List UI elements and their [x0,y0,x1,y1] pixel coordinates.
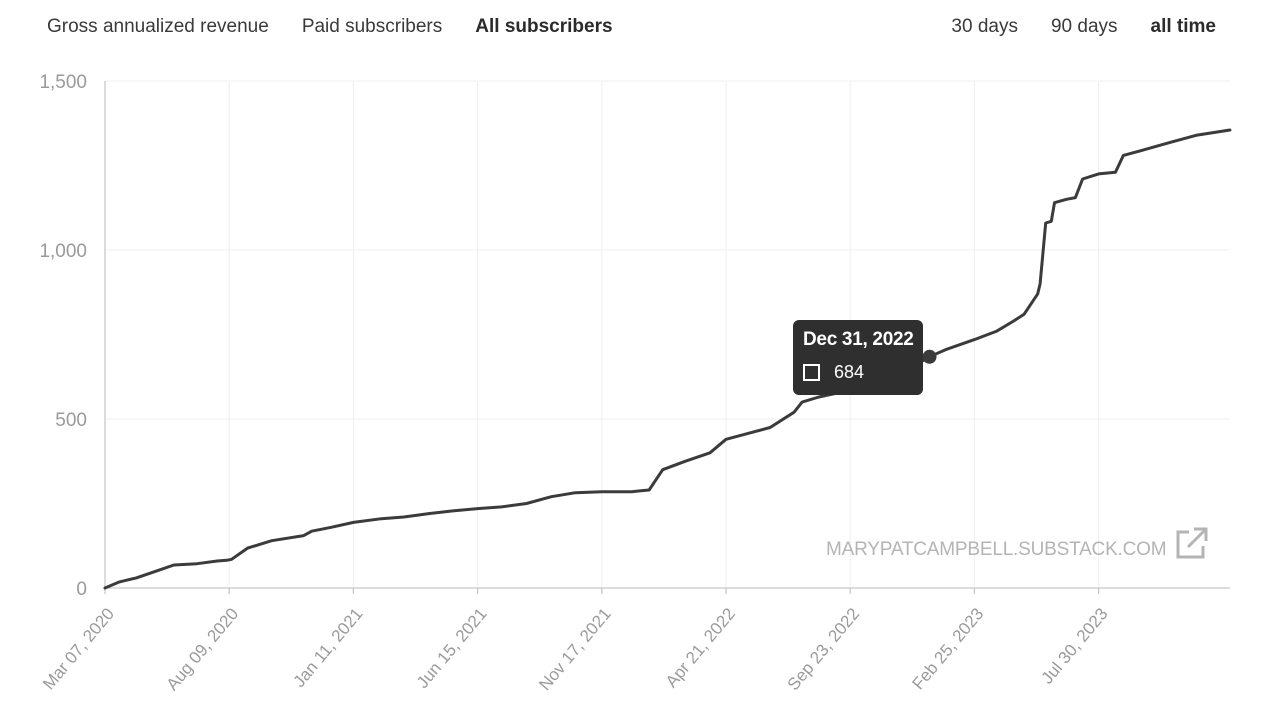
tab-90-days[interactable]: 90 days [1050,16,1118,37]
tab-all-time[interactable]: all time [1150,16,1216,37]
data-tooltip: Dec 31, 2022 684 [793,320,923,395]
external-link-icon[interactable] [1173,526,1209,562]
tab-all-subscribers[interactable]: All subscribers [475,16,613,37]
tab-gross-annualized-revenue[interactable]: Gross annualized revenue [47,16,269,37]
highlighted-point [922,349,937,364]
axes: 0 500 1,000 1,500 Mar 07, 2020 Aug 09, 2020 Ja… [39,72,1230,694]
grid [105,80,1230,588]
x-tick-label: Feb 25, 2023 [908,604,987,693]
marker-layer [922,349,937,364]
metric-tabs: Gross annualized revenue Paid subscriber… [47,14,613,40]
x-tick-label: Sep 23, 2022 [784,604,864,694]
x-tick-label: Apr 21, 2022 [662,604,739,691]
range-tabs: 30 days 90 days all time [951,14,1216,40]
tab-paid-subscribers[interactable]: Paid subscribers [301,16,443,37]
tooltip-series-swatch [803,364,820,381]
series-layer [103,128,1232,590]
x-tick-label: Jul 30, 2023 [1038,604,1112,687]
x-tick-label: Nov 17, 2021 [535,604,615,694]
y-tick-label: 1,500 [39,72,87,93]
x-tick-label: Mar 07, 2020 [39,604,118,693]
tooltip-value: 684 [834,362,865,382]
y-tick-label: 0 [76,579,87,600]
y-tick-label: 500 [55,410,87,431]
x-tick-label: Jan 11, 2021 [290,604,367,691]
tab-30-days[interactable]: 30 days [951,16,1018,37]
publication-watermark: MARYPATCAMPBELL.SUBSTACK.COM [826,539,1167,560]
x-tick-label: Jun 15, 2021 [413,604,491,692]
all-subscribers-line [103,128,1232,590]
x-tick-label: Aug 09, 2020 [163,604,243,694]
y-tick-label: 1,000 [39,241,87,262]
tooltip-date: Dec 31, 2022 [803,329,914,350]
